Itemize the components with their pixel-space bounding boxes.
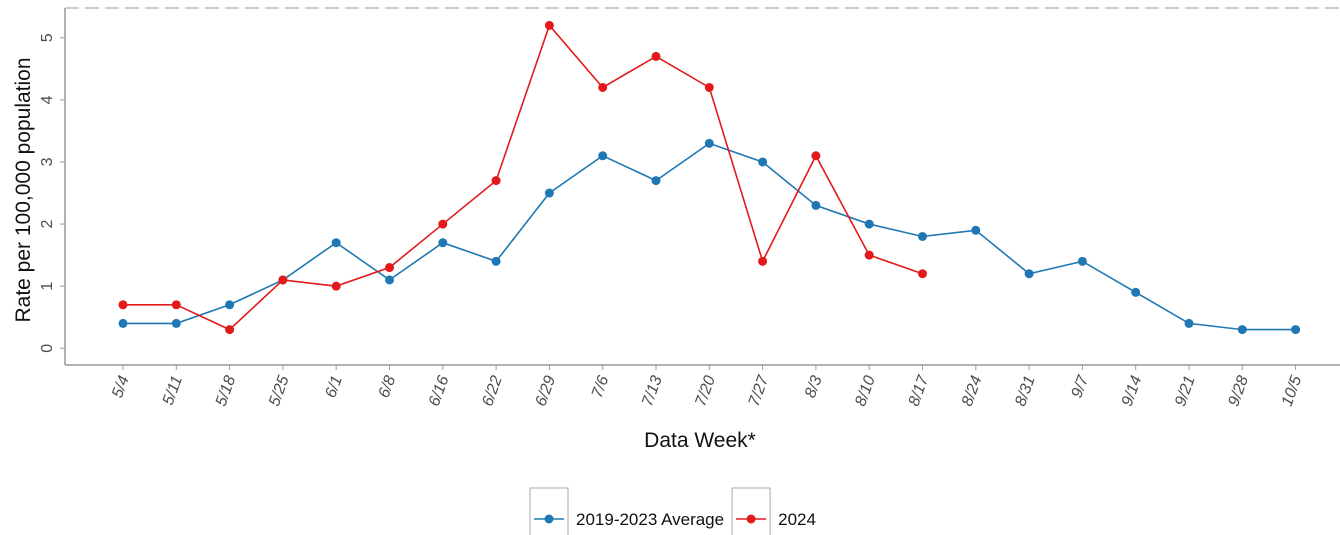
y-tick-label: 3	[39, 157, 56, 166]
data-point	[1291, 325, 1301, 335]
data-point	[331, 281, 341, 291]
series-line	[123, 23, 923, 331]
x-tick-label: 9/7	[1069, 373, 1093, 401]
data-point	[225, 325, 235, 335]
x-tick-label: 9/28	[1225, 373, 1252, 408]
data-point	[651, 51, 661, 61]
x-tick-label: 5/18	[213, 373, 240, 408]
data-point	[811, 151, 821, 161]
data-point	[118, 300, 128, 310]
y-axis-title: Rate per 100,000 population	[12, 57, 35, 322]
data-point	[118, 318, 128, 328]
data-point	[278, 275, 288, 285]
x-tick-label: 9/21	[1172, 374, 1199, 409]
data-point	[918, 231, 927, 241]
legend-key-point	[746, 514, 756, 524]
data-point	[704, 138, 714, 148]
x-tick-label: 5/25	[266, 373, 293, 408]
y-tick-label: 2	[39, 220, 56, 229]
data-point	[171, 300, 181, 310]
x-tick-label: 8/3	[802, 373, 826, 400]
data-point	[385, 263, 394, 273]
x-tick-label: 7/20	[692, 373, 719, 408]
data-point	[758, 256, 768, 266]
data-point	[491, 256, 501, 266]
data-point	[1024, 269, 1034, 279]
x-axis-title: Data Week*	[644, 429, 756, 452]
x-tick-label: 7/6	[589, 373, 613, 400]
data-point	[598, 151, 608, 161]
x-tick-label: 6/8	[376, 373, 400, 400]
legend: 2019-2023 Average 2024	[529, 487, 816, 535]
data-point	[491, 176, 501, 186]
legend-key-point	[544, 514, 554, 524]
data-point	[1184, 318, 1194, 328]
data-point	[385, 275, 394, 285]
series-line	[123, 142, 1296, 331]
data-point	[331, 238, 341, 248]
y-tick-label: 0	[39, 344, 56, 353]
x-tick-label: 8/17	[906, 373, 933, 409]
x-tick-label: 8/10	[852, 373, 879, 408]
data-point	[1131, 287, 1141, 297]
x-tick-label: 5/4	[109, 373, 133, 400]
x-tick-label: 6/1	[322, 374, 346, 401]
data-point	[971, 225, 981, 235]
x-tick-label: 7/13	[639, 373, 666, 408]
legend-label: 2019-2023 Average	[576, 510, 724, 529]
x-tick-label: 5/11	[160, 374, 186, 408]
data-point	[918, 269, 927, 279]
data-point	[438, 219, 448, 229]
data-point	[544, 188, 554, 198]
legend-key-box	[731, 487, 771, 535]
x-tick-label: 6/29	[533, 373, 560, 408]
data-point	[171, 318, 181, 328]
x-tick-label: 8/31	[1012, 374, 1039, 409]
data-point	[864, 219, 874, 229]
data-point	[225, 300, 235, 310]
x-tick-label: 6/16	[426, 373, 453, 408]
data-point	[704, 82, 714, 92]
data-point	[1077, 256, 1087, 266]
x-tick-label: 10/5	[1279, 373, 1306, 408]
legend-label: 2024	[778, 510, 816, 529]
data-point	[598, 82, 608, 92]
y-tick-label: 1	[39, 282, 56, 291]
data-point	[864, 250, 874, 260]
y-tick-label: 5	[39, 33, 56, 42]
x-tick-label: 8/24	[959, 373, 986, 408]
x-tick-label: 6/22	[479, 373, 506, 408]
data-point	[544, 20, 554, 30]
data-point	[1237, 325, 1247, 335]
data-point	[758, 157, 768, 167]
y-tick-label: 4	[39, 95, 56, 104]
data-point	[811, 200, 821, 210]
x-tick-label: 9/14	[1119, 373, 1146, 408]
data-point	[438, 238, 448, 248]
data-point	[651, 176, 661, 186]
legend-key-box	[529, 487, 569, 535]
x-tick-label: 7/27	[746, 373, 773, 409]
